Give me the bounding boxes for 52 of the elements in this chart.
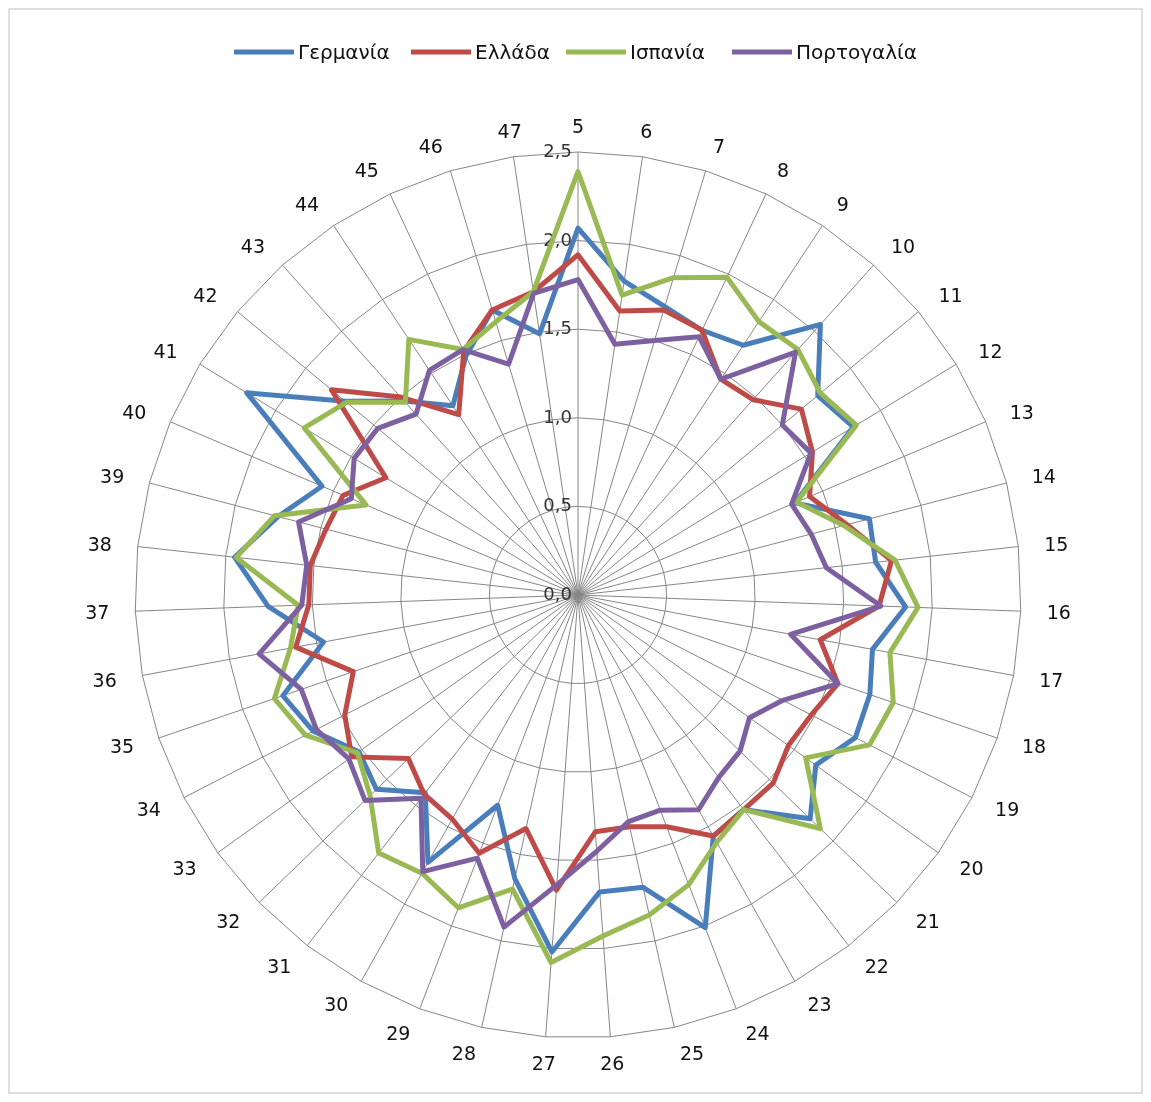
spoke-label: 17 xyxy=(1039,669,1064,692)
legend-label: Ελλάδα xyxy=(475,40,550,64)
spoke-label: 9 xyxy=(836,192,849,215)
spoke-label: 37 xyxy=(85,601,110,624)
spoke-label: 29 xyxy=(386,1022,411,1045)
y-tick-label: 2,5 xyxy=(543,140,572,161)
spoke-label: 42 xyxy=(193,283,218,306)
spoke-label: 23 xyxy=(807,992,832,1015)
spoke-label: 12 xyxy=(978,339,1003,362)
y-tick-label: 1,0 xyxy=(543,405,572,427)
spoke-label: 13 xyxy=(1009,400,1034,423)
spoke-label: 15 xyxy=(1044,532,1069,555)
spoke-label: 8 xyxy=(777,159,790,182)
spoke-label: 43 xyxy=(240,234,266,257)
spoke-label: 26 xyxy=(600,1051,625,1074)
spoke-label: 22 xyxy=(864,955,889,978)
spoke-label: 7 xyxy=(713,134,726,157)
spoke-label: 21 xyxy=(915,909,940,932)
spoke-label: 14 xyxy=(1031,465,1056,488)
spoke-label: 41 xyxy=(153,339,178,362)
spoke-label: 40 xyxy=(122,400,147,423)
spoke-label: 38 xyxy=(87,532,112,555)
spoke-label: 33 xyxy=(172,856,197,879)
spoke-label: 11 xyxy=(938,283,963,306)
spoke-label: 46 xyxy=(418,134,443,157)
spoke-label: 28 xyxy=(451,1041,477,1064)
legend-label: Ισπανία xyxy=(630,40,705,64)
spoke-label: 39 xyxy=(100,465,125,488)
spoke-label: 18 xyxy=(1021,735,1047,758)
spoke-label: 34 xyxy=(136,798,161,821)
spoke-label: 30 xyxy=(324,992,349,1015)
y-tick-label: 1,5 xyxy=(543,317,572,339)
spoke-label: 5 xyxy=(571,115,585,137)
spoke-label: 19 xyxy=(995,798,1020,821)
spoke-label: 27 xyxy=(531,1051,556,1074)
spoke-label: 45 xyxy=(354,159,379,182)
y-tick-label: 0,0 xyxy=(543,583,572,604)
spoke-label: 44 xyxy=(295,192,320,215)
y-tick-label: 0,5 xyxy=(543,494,572,516)
spoke-label: 6 xyxy=(640,120,653,142)
spoke-label: 20 xyxy=(959,856,984,879)
legend-label: Γερμανία xyxy=(298,40,390,64)
spoke-label: 24 xyxy=(745,1022,770,1045)
spoke-label: 10 xyxy=(890,234,916,257)
spoke-label: 32 xyxy=(216,909,241,932)
spoke-label: 16 xyxy=(1046,601,1071,624)
spoke-label: 31 xyxy=(267,955,292,978)
spoke-label: 36 xyxy=(92,669,117,692)
legend-label: Πορτογαλία xyxy=(796,40,918,64)
spoke-label: 35 xyxy=(109,735,135,758)
spoke-label: 47 xyxy=(497,120,522,142)
spoke-label: 25 xyxy=(679,1041,705,1064)
